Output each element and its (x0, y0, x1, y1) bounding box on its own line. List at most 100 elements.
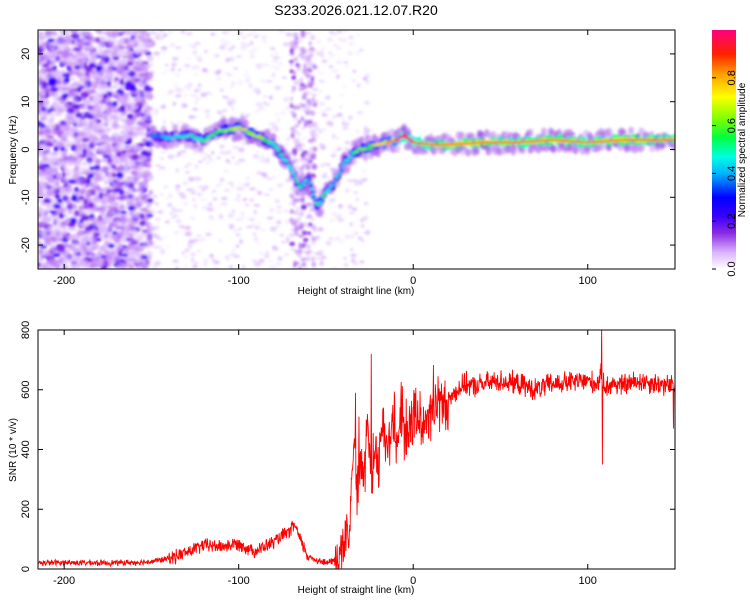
spectrogram-cell (88, 244, 94, 249)
spectrogram-cell (244, 79, 251, 83)
spectrogram-cell (101, 134, 109, 141)
spectrogram-cell (318, 129, 323, 134)
spectrogram-cell (67, 202, 77, 210)
spectrogram-cell (628, 126, 635, 135)
spectrogram-cell (289, 167, 294, 171)
spectrogram-cell (243, 128, 248, 131)
spectrogram-cell (300, 263, 305, 268)
spectrogram-cell (250, 54, 255, 59)
spectrogram-cell (113, 238, 121, 243)
spectrogram-cell (145, 204, 152, 209)
spectrogram-cell (317, 250, 325, 253)
spectrogram-cell (312, 174, 317, 179)
spectrogram-cell (146, 72, 153, 78)
spectrogram-cell (262, 95, 268, 99)
spectrogram-cell (232, 145, 240, 150)
spectrogram-cell (80, 68, 86, 74)
spectrogram-cell (116, 96, 125, 102)
spectrogram-cell (98, 79, 104, 85)
spectrogram-cell (39, 113, 48, 118)
spectrogram-cell (297, 253, 302, 258)
spectrogram-cell (338, 94, 345, 97)
spectrogram-cell (89, 70, 97, 75)
spectrogram-cell (42, 208, 48, 213)
spectrogram-cell (70, 70, 79, 76)
spectrogram-cell (402, 133, 407, 136)
spectrogram-cell (91, 101, 98, 105)
spectrogram-cell (307, 222, 313, 227)
spectrogram-cell (115, 51, 122, 57)
spectrogram-cell (78, 169, 85, 175)
spectrogram-cell (289, 100, 294, 106)
spectrogram-cell (61, 109, 66, 113)
spectrogram-cell (162, 120, 167, 125)
spectrogram-cell (302, 84, 307, 90)
spectrogram-cell (206, 207, 212, 211)
spectrogram-cell (297, 138, 301, 145)
spectrogram-cell (42, 236, 51, 242)
spectrogram-cell (283, 209, 289, 213)
spectrogram-cell (120, 118, 128, 122)
spectrogram-cell (297, 66, 302, 72)
spectrogram-cell (38, 128, 44, 135)
spectrogram-cell (347, 204, 353, 210)
spectrogram-cell (103, 72, 113, 78)
spectrogram-cell (55, 130, 64, 135)
spectrogram-cell (97, 146, 106, 153)
spectrogram-cell (312, 197, 317, 200)
spectrogram-cell (331, 69, 339, 73)
spectrogram-cell (122, 223, 130, 229)
spectrogram-cell (108, 206, 117, 212)
spectrogram-cell (255, 109, 260, 114)
spectrogram-cell (52, 31, 58, 36)
spectrogram-cell (347, 35, 354, 40)
spectrogram-cell (120, 92, 130, 99)
spectrogram-cell (126, 61, 134, 66)
spectrogram-cell (141, 177, 150, 185)
spectrogram-cell (362, 169, 366, 173)
spectrogram-cell (142, 90, 148, 96)
spectrogram-cell (42, 55, 51, 60)
spectrogram-cell (297, 119, 301, 125)
spectrogram-cell (56, 53, 63, 61)
spectrogram-cell (145, 41, 153, 47)
spectrogram-cell (190, 134, 195, 137)
spectrogram-cell (362, 76, 367, 81)
spectrogram-cell (473, 147, 480, 156)
spectrogram-cell (183, 140, 190, 149)
spectrogram-cell (307, 138, 313, 143)
spectrogram-cell (96, 237, 102, 242)
spectrogram-cell (137, 56, 143, 64)
spectrogram-cell (305, 31, 312, 35)
spectrogram-cell (195, 176, 203, 182)
spectrogram-cell (230, 184, 235, 189)
spectrogram-cell (105, 227, 114, 233)
spectrogram-cell (46, 173, 54, 181)
spectrogram-cell (120, 193, 125, 201)
spectrogram-cell (341, 85, 347, 88)
spectrogram-cell (236, 31, 243, 36)
spectrogram-cell (119, 44, 126, 50)
spectrogram-cell (41, 82, 49, 87)
spectrogram-cell (324, 172, 328, 175)
spectrogram-cell (268, 188, 273, 191)
spectrogram-cell (107, 243, 115, 249)
spectrogram-cell (138, 115, 146, 122)
spectrogram-cell (281, 76, 288, 79)
spectrogram-cell (256, 240, 260, 246)
spectrogram-cell (131, 230, 138, 234)
spectrogram-cell (205, 232, 212, 236)
spectrogram-cell (527, 128, 534, 137)
spectrogram-cell (133, 77, 138, 84)
spectrogram-cell (293, 130, 298, 134)
spectrogram-cell (107, 41, 115, 47)
spectrogram-cell (152, 194, 158, 198)
spectrogram-cell (62, 73, 71, 78)
spectrogram-cell (100, 36, 107, 42)
spectrogram-cell (38, 85, 42, 90)
spectrogram-cell (315, 132, 319, 138)
spectrogram-cell (306, 245, 311, 250)
spectrogram-cell (308, 101, 313, 108)
spectrogram-cell (103, 57, 110, 64)
spectrogram-cell (312, 146, 318, 152)
